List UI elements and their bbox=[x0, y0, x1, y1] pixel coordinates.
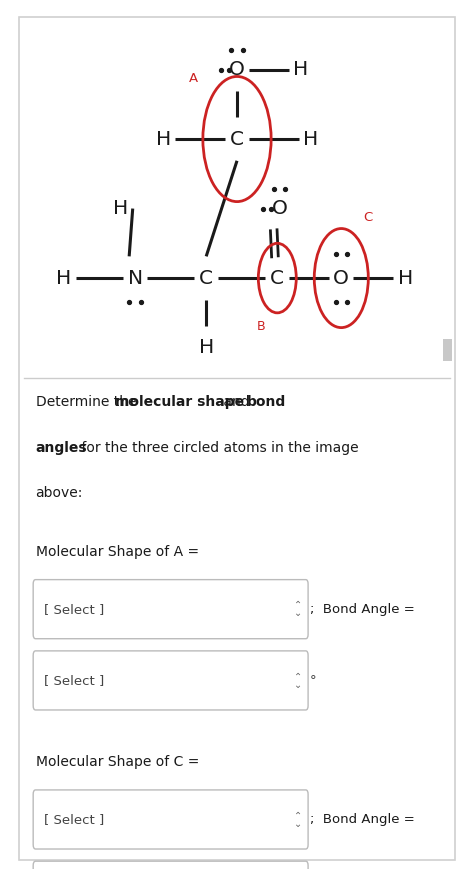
Text: C: C bbox=[199, 269, 213, 288]
Text: ⌃
⌄: ⌃ ⌄ bbox=[293, 600, 302, 619]
Text: H: H bbox=[156, 129, 171, 149]
Text: B: B bbox=[256, 320, 265, 333]
Text: molecular shape: molecular shape bbox=[115, 395, 244, 409]
Text: H: H bbox=[293, 60, 309, 79]
FancyBboxPatch shape bbox=[33, 790, 308, 849]
Text: ⌃
⌄: ⌃ ⌄ bbox=[293, 671, 302, 690]
Text: Determine the: Determine the bbox=[36, 395, 140, 409]
Text: [ Select ]: [ Select ] bbox=[44, 674, 104, 687]
Text: for the three circled atoms in the image: for the three circled atoms in the image bbox=[77, 441, 359, 454]
Text: above:: above: bbox=[36, 486, 83, 500]
Text: H: H bbox=[56, 269, 72, 288]
Text: °: ° bbox=[310, 674, 316, 687]
Text: H: H bbox=[303, 129, 318, 149]
FancyBboxPatch shape bbox=[33, 861, 308, 869]
Text: ;  Bond Angle =: ; Bond Angle = bbox=[310, 813, 414, 826]
Text: ⌃
⌄: ⌃ ⌄ bbox=[293, 810, 302, 829]
FancyBboxPatch shape bbox=[33, 651, 308, 710]
Text: A: A bbox=[189, 72, 198, 85]
Text: C: C bbox=[270, 269, 284, 288]
Text: Molecular Shape of C =: Molecular Shape of C = bbox=[36, 755, 199, 769]
Text: ;  Bond Angle =: ; Bond Angle = bbox=[310, 603, 414, 615]
Text: [ Select ]: [ Select ] bbox=[44, 603, 104, 615]
FancyBboxPatch shape bbox=[443, 339, 452, 361]
Text: angles: angles bbox=[36, 441, 87, 454]
Text: C: C bbox=[364, 211, 373, 224]
Text: [ Select ]: [ Select ] bbox=[44, 813, 104, 826]
Text: N: N bbox=[128, 269, 143, 288]
Text: bond: bond bbox=[247, 395, 286, 409]
Text: and: and bbox=[219, 395, 254, 409]
Text: H: H bbox=[113, 199, 128, 218]
Text: O: O bbox=[229, 60, 245, 79]
FancyBboxPatch shape bbox=[19, 17, 455, 860]
Text: O: O bbox=[272, 199, 288, 218]
Text: Molecular Shape of A =: Molecular Shape of A = bbox=[36, 545, 199, 559]
Text: O: O bbox=[333, 269, 349, 288]
Text: H: H bbox=[199, 338, 214, 357]
Text: C: C bbox=[230, 129, 244, 149]
FancyBboxPatch shape bbox=[33, 580, 308, 639]
Text: H: H bbox=[398, 269, 413, 288]
